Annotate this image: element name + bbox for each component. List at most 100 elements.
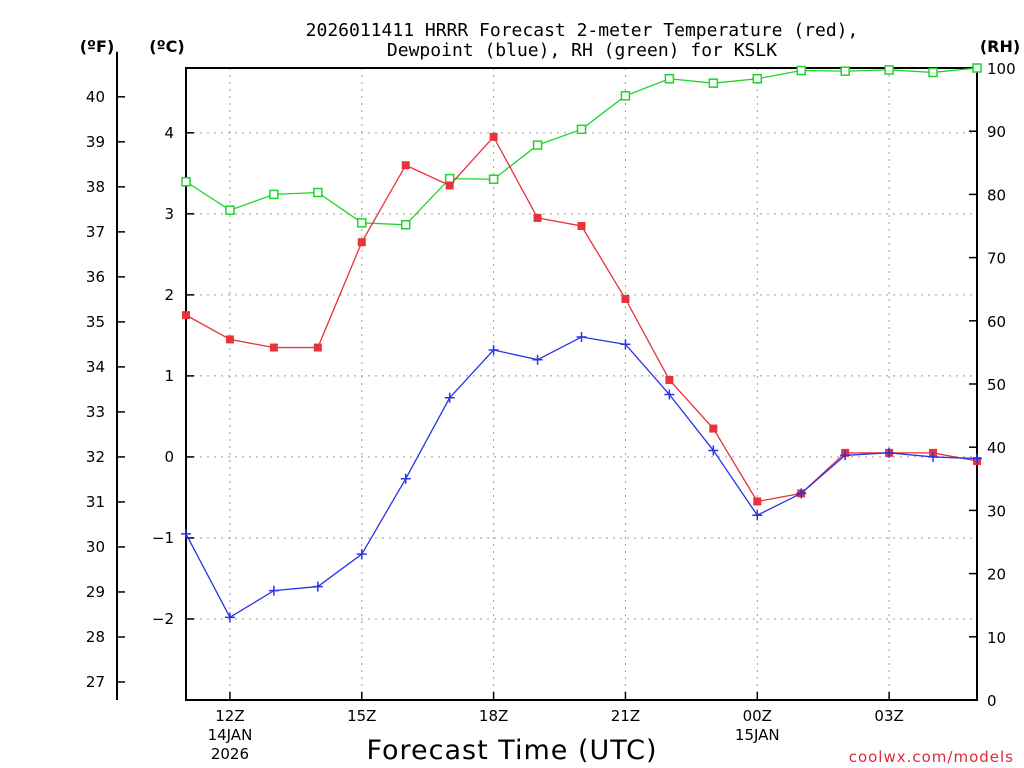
rh-point bbox=[225, 205, 235, 215]
rh-point bbox=[357, 218, 367, 228]
temperature-point bbox=[182, 311, 190, 320]
celsius-unit-label: (ºC) bbox=[149, 37, 184, 56]
rh-point bbox=[532, 140, 543, 150]
x-tick-date-label: 15JAN bbox=[735, 726, 780, 744]
rh-point bbox=[840, 66, 850, 76]
dewpoint-point bbox=[708, 445, 719, 456]
rh-tick-label: 90 bbox=[987, 123, 1006, 141]
axes bbox=[116, 51, 978, 701]
rh-point bbox=[928, 67, 938, 78]
dewpoint-point bbox=[884, 447, 895, 458]
dewpoint-point bbox=[796, 488, 807, 499]
dewpoint-point bbox=[972, 453, 982, 464]
dewpoint-point bbox=[664, 389, 675, 400]
rh-point bbox=[752, 73, 763, 84]
fahrenheit-tick-label: 31 bbox=[86, 493, 105, 511]
x-tick-label: 03Z bbox=[874, 707, 903, 725]
celsius-tick-label: −1 bbox=[152, 529, 174, 547]
rh-point bbox=[884, 65, 894, 75]
rh-point bbox=[576, 124, 587, 135]
grid-lines bbox=[186, 68, 977, 700]
rh-tick-label: 50 bbox=[987, 376, 1006, 394]
x-tick-label: 15Z bbox=[347, 707, 376, 725]
rh-unit-label: (RH) bbox=[980, 37, 1020, 56]
fahrenheit-unit-label: (ºF) bbox=[80, 37, 115, 56]
temperature-point bbox=[621, 294, 630, 303]
temperature-point bbox=[577, 222, 586, 230]
rh-tick-label: 0 bbox=[987, 692, 997, 710]
rh-tick-label: 40 bbox=[987, 439, 1006, 457]
temperature-point bbox=[533, 213, 542, 222]
dewpoint-line bbox=[185, 336, 978, 619]
rh-line bbox=[185, 67, 978, 226]
dewpoint-point bbox=[488, 344, 499, 355]
fahrenheit-tick-label: 36 bbox=[86, 268, 105, 286]
x-tick-label: 12Z bbox=[215, 707, 244, 725]
celsius-tick-label: 1 bbox=[164, 367, 174, 385]
rh-tick-label: 30 bbox=[987, 502, 1006, 520]
axis-ticks: 2728293031323334353637383940−2−101234010… bbox=[86, 60, 1016, 763]
dewpoint-point bbox=[312, 581, 323, 592]
rh-point bbox=[444, 173, 455, 184]
fahrenheit-tick-label: 29 bbox=[86, 583, 105, 601]
credit-text: coolwx.com/models bbox=[849, 748, 1014, 766]
x-tick-label: 18Z bbox=[479, 707, 508, 725]
rh-point bbox=[708, 78, 719, 88]
dewpoint-point bbox=[928, 451, 939, 462]
rh-point bbox=[972, 63, 982, 73]
data-series bbox=[181, 63, 982, 623]
dewpoint-series bbox=[181, 332, 982, 623]
temperature-point bbox=[445, 181, 454, 190]
x-tick-label: 21Z bbox=[611, 707, 640, 725]
rh-point bbox=[796, 65, 806, 76]
rh-point bbox=[400, 219, 411, 230]
fahrenheit-tick-label: 37 bbox=[86, 223, 105, 241]
temperature-point bbox=[357, 238, 366, 247]
rh-tick-label: 10 bbox=[987, 629, 1006, 647]
dewpoint-point bbox=[444, 392, 455, 403]
rh-point bbox=[181, 177, 191, 187]
temperature-point bbox=[269, 343, 278, 352]
fahrenheit-tick-label: 34 bbox=[86, 358, 105, 376]
x-tick-date-label: 14JAN bbox=[208, 726, 253, 744]
temperature-point bbox=[401, 161, 410, 170]
x-tick-label: 00Z bbox=[743, 707, 772, 725]
rh-tick-label: 80 bbox=[987, 186, 1006, 204]
dewpoint-point bbox=[752, 510, 763, 521]
chart-title-line2: Dewpoint (blue), RH (green) for KSLK bbox=[387, 40, 777, 61]
dewpoint-point bbox=[181, 528, 191, 539]
rh-point bbox=[620, 91, 631, 101]
rh-tick-label: 70 bbox=[987, 250, 1006, 268]
dewpoint-point bbox=[840, 450, 851, 461]
dewpoint-point bbox=[224, 612, 235, 623]
dewpoint-point bbox=[400, 473, 411, 484]
temperature-line bbox=[185, 135, 978, 503]
fahrenheit-tick-label: 27 bbox=[86, 673, 105, 691]
celsius-tick-label: 2 bbox=[164, 286, 174, 304]
rh-tick-label: 100 bbox=[987, 60, 1016, 78]
rh-point bbox=[488, 174, 499, 184]
x-axis-title: Forecast Time (UTC) bbox=[366, 735, 657, 766]
temperature-point bbox=[225, 335, 234, 344]
temperature-point bbox=[665, 375, 674, 384]
temperature-point bbox=[753, 497, 762, 506]
rh-tick-label: 60 bbox=[987, 313, 1006, 331]
fahrenheit-tick-label: 33 bbox=[86, 403, 105, 421]
celsius-tick-label: 0 bbox=[164, 448, 174, 466]
dewpoint-point bbox=[576, 332, 587, 343]
temperature-point bbox=[709, 424, 718, 433]
fahrenheit-tick-label: 30 bbox=[86, 538, 105, 556]
temperature-point bbox=[313, 343, 322, 352]
dewpoint-point bbox=[268, 585, 279, 596]
celsius-tick-label: −2 bbox=[152, 610, 174, 628]
rh-series bbox=[181, 63, 982, 230]
rh-point bbox=[269, 189, 279, 200]
temperature-point bbox=[489, 132, 498, 141]
plot-frame bbox=[185, 67, 978, 701]
celsius-tick-label: 3 bbox=[164, 205, 174, 223]
celsius-tick-label: 4 bbox=[164, 124, 174, 142]
fahrenheit-tick-label: 28 bbox=[86, 628, 105, 646]
fahrenheit-tick-label: 35 bbox=[86, 313, 105, 331]
fahrenheit-tick-label: 38 bbox=[86, 178, 105, 196]
